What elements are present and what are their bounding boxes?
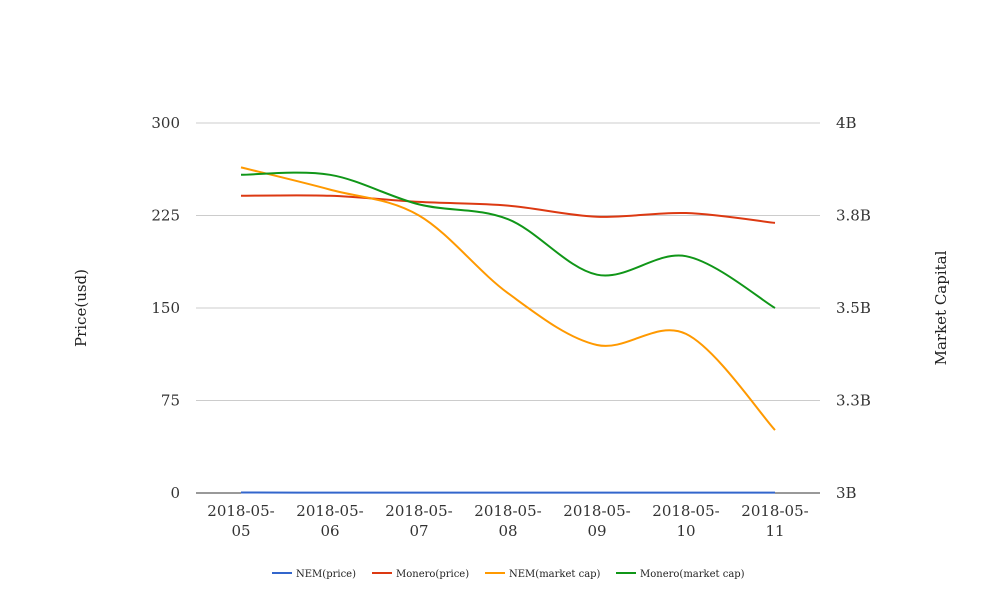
y-left-tick-label: 225 (151, 207, 180, 225)
y-left-tick-label: 300 (151, 114, 180, 132)
legend-label: Monero(price) (396, 569, 469, 580)
x-tick-label: 2018-05-09 (563, 502, 630, 540)
y-right-tick-label: 3B (836, 484, 857, 502)
y-left-tick-label: 0 (170, 484, 180, 502)
y-right-tick-label: 3.5B (836, 299, 871, 317)
right-axis-ticks: 3B 3.3B 3.5B 3.8B 4B (836, 114, 871, 502)
x-tick-label: 2018-05-11 (741, 502, 808, 540)
y-left-tick-label: 150 (151, 299, 180, 317)
x-tick-label: 2018-05-08 (474, 502, 541, 540)
y-right-tick-label: 3.3B (836, 392, 871, 410)
series-line-monero-market-cap (240, 171, 776, 309)
x-tick-label: 2018-05-06 (296, 502, 363, 540)
left-axis-ticks: 0 75 150 225 300 (151, 114, 180, 502)
x-tick-label: 2018-05-10 (652, 502, 719, 540)
y-left-tick-label: 75 (161, 392, 180, 410)
y-right-tick-label: 3.8B (836, 207, 871, 225)
x-tick-label: 2018-05-07 (385, 502, 452, 540)
legend-label: NEM(market cap) (509, 569, 601, 580)
legend-label: NEM(price) (296, 569, 356, 580)
legend: NEM(price) Monero(price) NEM(market cap) Mo… (272, 569, 745, 580)
legend-label: Monero(market cap) (640, 569, 745, 580)
x-axis-ticks: 2018-05-05 2018-05-06 2018-05-07 2018-05-08… (207, 502, 808, 540)
y-left-axis-title: Price(usd) (72, 269, 90, 347)
y-right-axis-title: Market Capital (932, 250, 950, 365)
series-line-nem-market-cap (240, 166, 776, 431)
y-right-tick-label: 4B (836, 114, 857, 132)
series-line-monero-price (240, 194, 776, 224)
series-layer (240, 166, 776, 494)
x-tick-label: 2018-05-05 (207, 502, 274, 540)
